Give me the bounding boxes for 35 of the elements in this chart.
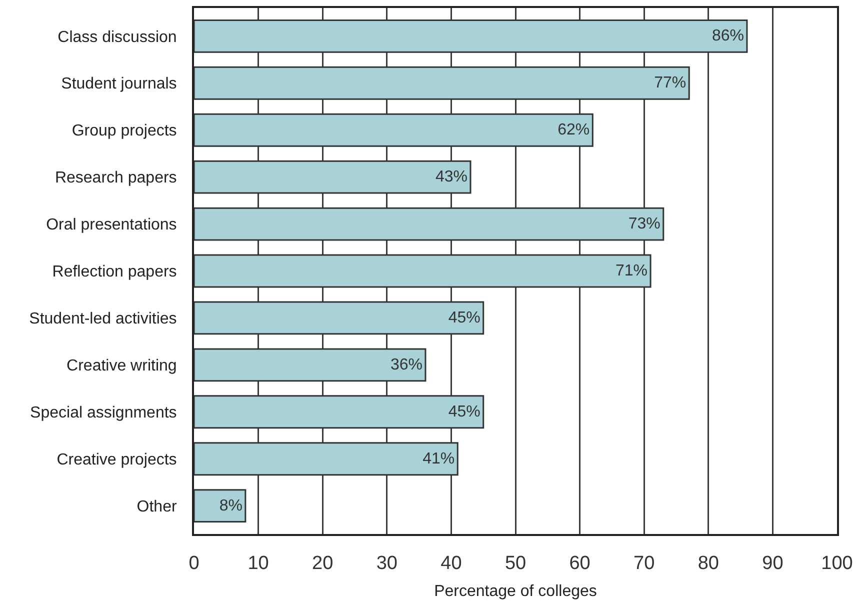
y-tick-label: Group projects [72, 122, 177, 140]
x-tick-label: 90 [762, 552, 784, 574]
x-tick-label: 10 [248, 552, 269, 574]
data-label: 36% [390, 356, 422, 374]
x-tick-label: 80 [698, 552, 719, 574]
y-tick-label: Creative projects [56, 451, 177, 468]
x-tick-label: 50 [504, 552, 526, 574]
x-tick-label: 60 [569, 552, 590, 574]
y-tick-label: Special assignments [30, 404, 177, 422]
x-tick-label: 20 [312, 552, 334, 574]
y-tick-label: Oral presentations [46, 216, 177, 234]
y-tick-label: Student journals [61, 76, 177, 93]
data-label: 77% [654, 74, 686, 92]
x-tick-label: 100 [821, 552, 853, 574]
data-label: 43% [435, 168, 468, 186]
x-tick-label: 70 [634, 552, 655, 574]
data-label: 45% [448, 403, 480, 420]
data-label: 8% [219, 497, 242, 514]
y-tick-label: Reflection papers [52, 264, 177, 281]
x-tick-label: 30 [376, 552, 398, 574]
y-tick-label: Class discussion [58, 28, 177, 46]
data-label: 71% [616, 262, 648, 280]
y-tick-label: Other [136, 498, 178, 516]
bar [194, 489, 246, 523]
data-label: 86% [712, 28, 744, 45]
x-tick-label: 40 [440, 552, 462, 574]
y-tick-label: Student-led activities [29, 310, 177, 328]
x-tick-label: 0 [188, 552, 200, 574]
data-label: 41% [422, 450, 455, 468]
data-label: 62% [558, 122, 590, 139]
x-axis-title: Percentage of colleges [434, 583, 597, 600]
data-label: 45% [448, 309, 480, 326]
y-tick-label: Research papers [54, 170, 177, 187]
y-tick-label: Creative writing [66, 358, 177, 375]
data-label: 73% [628, 216, 660, 233]
